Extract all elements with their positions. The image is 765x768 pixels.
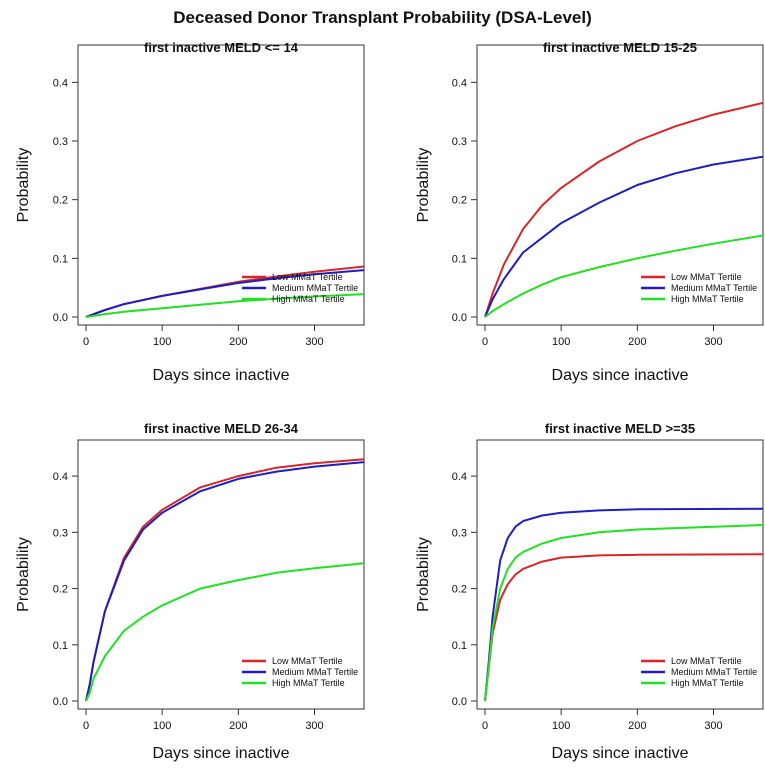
x-axis-title: Days since inactive	[153, 745, 290, 762]
x-tick-label: 100	[552, 336, 570, 348]
x-tick-label: 300	[704, 336, 722, 348]
series-line-medium	[85, 461, 364, 702]
x-tick-label: 200	[628, 720, 646, 732]
y-tick-label: 0.3	[53, 136, 68, 148]
legend-label: Low MMaT Tertile	[272, 656, 343, 666]
series-line-low	[484, 101, 763, 318]
x-axis-title: Days since inactive	[552, 745, 689, 762]
plot-frame	[77, 439, 365, 710]
y-tick-label: 0.0	[53, 312, 68, 324]
figure-title: Deceased Donor Transplant Probability (D…	[173, 8, 592, 27]
x-tick-label: 300	[704, 720, 722, 732]
plot-frame	[77, 44, 365, 326]
panel-title: first inactive MELD 15-25	[543, 40, 697, 55]
y-tick-label: 0.2	[452, 195, 467, 207]
x-tick-label: 200	[229, 720, 247, 732]
y-tick-label: 0.2	[452, 584, 467, 596]
y-axis-title: Probability	[415, 148, 432, 223]
panel-title: first inactive MELD 26-34	[144, 421, 299, 436]
y-tick-label: 0.0	[53, 696, 68, 708]
y-tick-label: 0.1	[53, 640, 68, 652]
x-axis-title: Days since inactive	[153, 367, 290, 384]
y-tick-label: 0.1	[53, 253, 68, 265]
y-axis-title: Probability	[415, 537, 432, 612]
legend-label: Medium MMaT Tertile	[272, 283, 358, 293]
y-tick-label: 0.0	[452, 696, 467, 708]
x-tick-label: 0	[83, 336, 89, 348]
legend-label: Low MMaT Tertile	[671, 656, 742, 666]
panel-title: first inactive MELD <= 14	[144, 40, 299, 55]
legend-label: Low MMaT Tertile	[272, 272, 343, 282]
y-tick-label: 0.1	[452, 253, 467, 265]
panel-4: first inactive MELD >=35 0.0 0.1 0.2 0.3 0.4 0…	[415, 421, 764, 762]
legend-label: Medium MMaT Tertile	[272, 667, 358, 677]
plot-frame	[476, 439, 764, 710]
x-tick-label: 200	[229, 336, 247, 348]
x-tick-label: 300	[305, 720, 323, 732]
x-tick-label: 300	[305, 336, 323, 348]
y-axis-title: Probability	[15, 148, 32, 223]
y-tick-label: 0.4	[452, 471, 467, 483]
y-tick-label: 0.4	[53, 471, 68, 483]
legend-label: Medium MMaT Tertile	[671, 667, 757, 677]
x-tick-label: 100	[153, 720, 171, 732]
x-tick-label: 0	[482, 720, 488, 732]
x-axis-title: Days since inactive	[552, 367, 689, 384]
plot-frame	[476, 44, 764, 326]
y-tick-label: 0.3	[53, 527, 68, 539]
series-line-medium	[484, 507, 763, 702]
y-tick-label: 0.2	[53, 195, 68, 207]
y-tick-label: 0.4	[452, 77, 467, 89]
y-axis-title: Probability	[15, 537, 32, 612]
legend-label: Medium MMaT Tertile	[671, 283, 757, 293]
y-tick-label: 0.1	[452, 640, 467, 652]
y-tick-label: 0.0	[452, 312, 467, 324]
series-line-high	[484, 234, 763, 318]
panel-2: first inactive MELD 15-25 0.0 0.1 0.2 0.3 0.4…	[415, 40, 764, 384]
series-line-medium	[85, 269, 364, 318]
legend-label: High MMaT Tertile	[671, 294, 744, 304]
panel-1: first inactive MELD <= 14 0.0 0.1 0.2 0.3 0.4…	[15, 40, 365, 384]
x-tick-label: 200	[628, 336, 646, 348]
series-line-high	[85, 293, 364, 318]
y-tick-label: 0.4	[53, 77, 68, 89]
series-line-high	[484, 524, 763, 702]
y-tick-label: 0.3	[452, 136, 467, 148]
x-tick-label: 0	[482, 336, 488, 348]
legend-label: High MMaT Tertile	[272, 678, 345, 688]
x-tick-label: 100	[552, 720, 570, 732]
legend-label: Low MMaT Tertile	[671, 272, 742, 282]
legend-label: High MMaT Tertile	[671, 678, 744, 688]
y-tick-label: 0.3	[452, 527, 467, 539]
legend-label: High MMaT Tertile	[272, 294, 345, 304]
x-tick-label: 0	[83, 720, 89, 732]
panel-3: first inactive MELD 26-34 0.0 0.1 0.2 0.3 0.4…	[15, 421, 365, 762]
x-tick-label: 100	[153, 336, 171, 348]
y-tick-label: 0.2	[53, 584, 68, 596]
series-line-medium	[484, 155, 763, 318]
series-line-high	[85, 562, 364, 702]
panel-title: first inactive MELD >=35	[545, 421, 695, 436]
